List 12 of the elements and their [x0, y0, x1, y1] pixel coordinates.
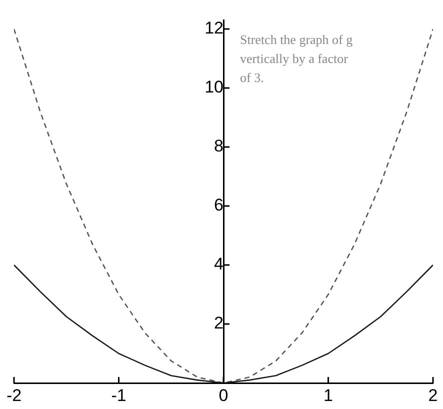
x-tick-label: 1 [324, 386, 333, 405]
x-tick-label: -1 [111, 386, 126, 405]
x-tick-label: 2 [428, 386, 438, 405]
x-tick-label: -2 [6, 386, 22, 405]
y-tick-label: 6 [214, 196, 224, 215]
annotation: Stretch the graph of g vertically by a factor of 3. [240, 31, 354, 87]
y-tick-label: 8 [214, 136, 224, 156]
x-tick-label: 0 [218, 386, 228, 405]
y-tick-label: 10 [204, 78, 224, 97]
y-tick-label: 12 [204, 18, 224, 38]
y-tick-label: 4 [214, 254, 224, 274]
y-tick-label: 2 [214, 314, 224, 333]
